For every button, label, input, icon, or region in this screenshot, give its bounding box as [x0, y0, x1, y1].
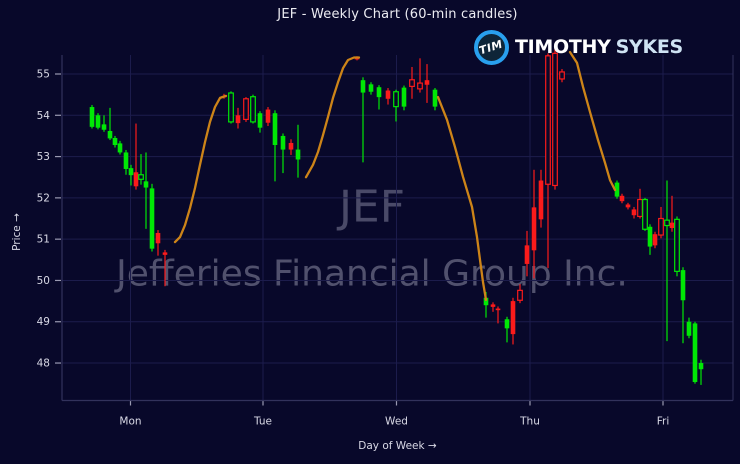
- candle-body-down: [385, 90, 391, 99]
- candle-body-up: [272, 113, 278, 146]
- y-tick-label: 51: [37, 234, 50, 246]
- candle-body-up-hollow: [664, 219, 670, 227]
- y-tick-label: 48: [37, 358, 50, 370]
- candle-body-down: [424, 80, 430, 85]
- candle-body-up-hollow: [228, 92, 234, 123]
- candle-body-up: [368, 84, 374, 92]
- candle-body-up: [149, 188, 155, 249]
- x-tick-label: Wed: [385, 416, 408, 428]
- candle-body-up: [117, 143, 123, 153]
- candle-body-down: [524, 245, 530, 264]
- ma-line: [436, 95, 488, 302]
- candle-body-down-hollow: [517, 289, 523, 301]
- candle-body-down: [625, 204, 631, 208]
- watermark-company: Jefferies Financial Group Inc.: [116, 253, 628, 295]
- y-tick-label: 55: [37, 69, 50, 81]
- candle-body-down-hollow: [409, 79, 415, 87]
- logo-text: TIMOTHY SYKES: [515, 36, 683, 58]
- candle-body-down: [652, 234, 658, 246]
- candle-body-down: [538, 180, 544, 220]
- candle-body-up: [360, 80, 366, 93]
- y-axis-label: Price →: [11, 213, 23, 251]
- candle-body-down: [669, 222, 675, 229]
- candle-body-down-hollow: [637, 198, 643, 218]
- candle-body-up: [128, 168, 134, 176]
- candle-body-down: [510, 301, 516, 335]
- candle-body-down: [235, 115, 241, 124]
- y-tick-label: 49: [37, 316, 50, 328]
- x-tick-label: Thu: [519, 416, 540, 428]
- y-tick-label: 52: [37, 192, 50, 204]
- candle-body-up: [401, 87, 407, 107]
- candle-body-down: [495, 308, 501, 311]
- candle-body-up: [692, 323, 698, 383]
- candle-body-up: [680, 270, 686, 301]
- candle-body-up-hollow: [674, 218, 680, 272]
- candle-body-up: [376, 87, 382, 98]
- candle-body-down: [288, 142, 294, 150]
- candle-body-up: [504, 319, 510, 329]
- candle-body-up: [257, 113, 263, 128]
- logo-last-name: SYKES: [615, 36, 684, 58]
- candle-body-down-hollow: [243, 98, 249, 121]
- candle-body-up: [89, 107, 95, 127]
- x-tick-label: Tue: [253, 416, 272, 428]
- candle-body-up: [483, 297, 489, 306]
- watermark-ticker: JEF: [338, 181, 406, 233]
- y-tick-label: 53: [37, 151, 50, 163]
- y-tick-label: 54: [37, 110, 51, 122]
- candle-body-up: [107, 130, 113, 139]
- candle-body-down: [133, 172, 139, 187]
- candle-body-down: [162, 252, 168, 255]
- candle-body-down: [155, 232, 161, 244]
- candle-body-up: [686, 321, 692, 336]
- candle-body-down: [619, 195, 625, 202]
- ma-line: [173, 94, 228, 244]
- candle-body-up: [280, 135, 286, 150]
- timothy-sykes-logo: TIM TIMOTHY SYKES: [474, 28, 683, 66]
- candle-body-up: [101, 124, 107, 130]
- tim-badge-text: TIM: [478, 37, 505, 57]
- x-axis-label: Day of Week →: [358, 440, 437, 452]
- candle-body-up: [647, 226, 653, 247]
- candle-body-up: [123, 152, 129, 169]
- candle-body-down-hollow: [417, 82, 423, 90]
- candle-body-down-hollow: [559, 71, 565, 80]
- candle-body-up-hollow: [642, 198, 648, 230]
- x-tick-label: Mon: [119, 416, 141, 428]
- chart-title: JEF - Weekly Chart (60-min candles): [277, 7, 518, 22]
- candle-body-up: [112, 137, 118, 146]
- ma-line: [568, 50, 617, 192]
- candle-body-down-hollow: [658, 217, 664, 236]
- tim-badge-icon: TIM: [474, 29, 509, 65]
- logo-first-name: TIMOTHY: [515, 36, 611, 58]
- candle-body-up-hollow: [250, 96, 256, 123]
- y-tick-label: 50: [37, 275, 50, 287]
- candle-body-up: [698, 363, 704, 370]
- candle-body-up: [95, 115, 101, 128]
- x-tick-label: Fri: [657, 416, 670, 428]
- candle-body-down: [265, 109, 271, 123]
- candle-body-down-hollow: [552, 52, 558, 187]
- candle-body-up-hollow: [138, 174, 144, 180]
- candle-body-down: [631, 209, 637, 216]
- candle-body-up: [143, 181, 149, 188]
- candle-body-down: [490, 304, 496, 307]
- candle-body-down-hollow: [545, 55, 551, 185]
- candle-body-up: [295, 149, 301, 160]
- candle-body-down: [531, 207, 537, 251]
- candle-body-up-hollow: [393, 91, 399, 108]
- candle-body-up: [432, 89, 438, 107]
- ma-line: [304, 56, 361, 179]
- candle-body-up: [614, 182, 620, 197]
